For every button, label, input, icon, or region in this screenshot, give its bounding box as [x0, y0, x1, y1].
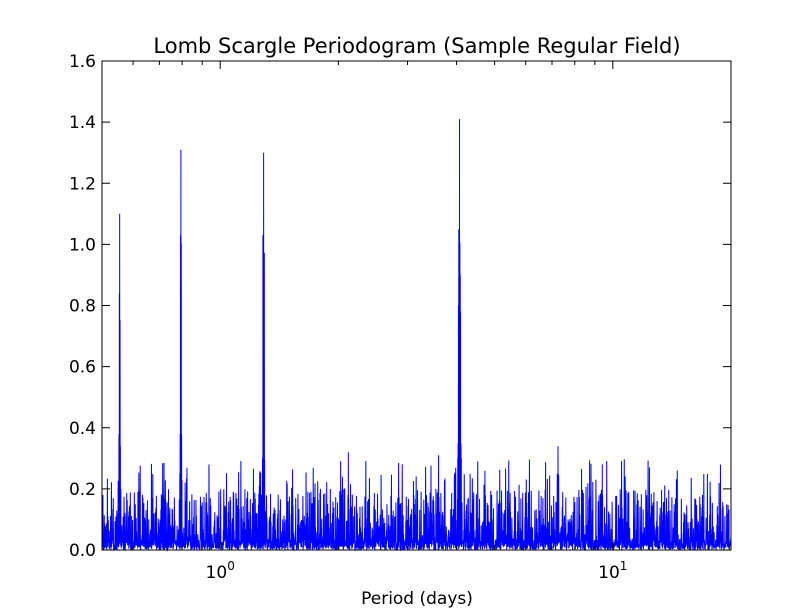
y-tick-label: 0.2 [69, 480, 96, 500]
series-line [101, 119, 732, 552]
y-tick-label: 1.4 [69, 113, 96, 133]
y-tick-label: 0.6 [69, 358, 96, 378]
y-tick-label: 0.4 [69, 419, 96, 439]
x-tick-label: 100 [206, 559, 235, 583]
y-tick-label: 1.2 [69, 174, 96, 194]
data-layer [101, 119, 732, 552]
y-tick-labels: 0.0 0.2 0.4 0.6 0.8 1.0 1.2 1.4 1.6 [69, 52, 96, 561]
x-tick-label: 101 [598, 559, 627, 583]
x-tick-labels: 100 101 [206, 559, 628, 583]
y-tick-label: 0.8 [69, 297, 96, 317]
x-axis-title: Period (days) [361, 589, 473, 609]
y-tick-label: 0.0 [69, 541, 96, 561]
tick-layer [101, 60, 732, 551]
chart-title: Lomb Scargle Periodogram (Sample Regular… [153, 34, 680, 58]
y-tick-label: 1.0 [69, 235, 96, 255]
y-tick-label: 1.6 [69, 52, 96, 72]
